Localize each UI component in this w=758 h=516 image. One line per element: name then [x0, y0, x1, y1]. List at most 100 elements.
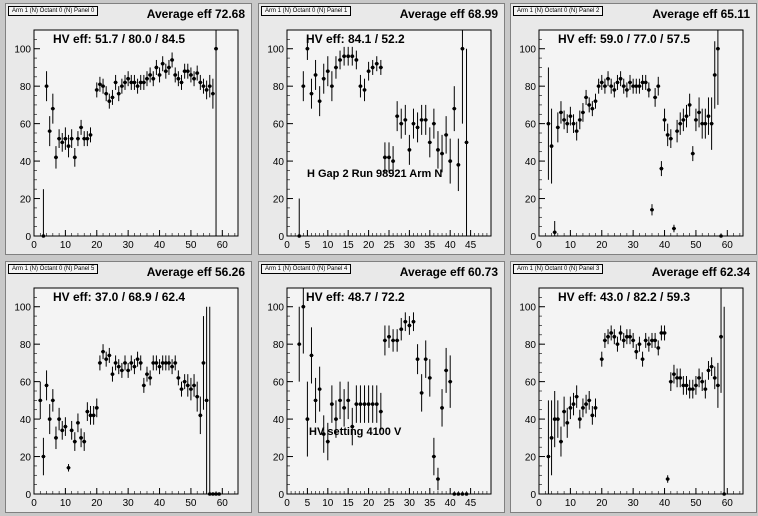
- data-point: [391, 338, 395, 343]
- data-point: [647, 88, 651, 92]
- data-point: [562, 118, 566, 122]
- data-point: [383, 338, 387, 343]
- data-point: [571, 402, 576, 406]
- data-point: [571, 121, 576, 126]
- data-point: [697, 110, 701, 115]
- data-point: [179, 387, 184, 391]
- y-tick-label: 100: [14, 303, 31, 314]
- data-point: [556, 417, 560, 421]
- data-point: [643, 338, 648, 343]
- y-tick-label: 0: [25, 232, 31, 243]
- data-point: [354, 402, 359, 406]
- data-point: [411, 121, 416, 126]
- x-tick-label: 50: [690, 240, 702, 251]
- average-eff-label: Average eff 60.73: [399, 265, 498, 279]
- x-tick-label: 30: [628, 240, 640, 251]
- data-point: [135, 357, 140, 361]
- data-point: [387, 334, 391, 339]
- data-point: [621, 84, 626, 88]
- x-tick-label: 25: [383, 240, 395, 251]
- x-tick-label: 15: [343, 498, 355, 509]
- x-tick-label: 35: [424, 240, 436, 251]
- data-point: [440, 406, 444, 410]
- data-point: [662, 331, 667, 335]
- data-point: [69, 428, 74, 433]
- data-point: [57, 136, 61, 141]
- hv-eff-label: HV eff: 51.7 / 80.0 / 84.5: [53, 32, 186, 46]
- data-point: [643, 80, 648, 85]
- data-point: [703, 121, 708, 126]
- data-point: [98, 361, 102, 365]
- data-point: [599, 80, 604, 85]
- data-point: [612, 88, 617, 92]
- x-tick-label: 40: [445, 240, 457, 251]
- data-point: [88, 133, 93, 137]
- data-point: [214, 46, 218, 51]
- data-point: [145, 76, 149, 81]
- data-point: [51, 398, 55, 403]
- data-point: [321, 76, 326, 81]
- x-tick-label: 20: [91, 240, 103, 251]
- data-point: [60, 140, 65, 145]
- data-point: [176, 76, 181, 81]
- y-tick-label: 60: [273, 120, 285, 131]
- data-point: [76, 421, 80, 425]
- data-point: [631, 338, 635, 343]
- data-point: [690, 151, 695, 156]
- data-point: [399, 327, 404, 331]
- data-point: [379, 409, 383, 414]
- y-tick-label: 20: [20, 453, 32, 464]
- data-point: [132, 80, 137, 85]
- x-tick-label: 10: [60, 498, 72, 509]
- y-tick-label: 40: [273, 415, 285, 426]
- data-point: [60, 428, 65, 433]
- x-tick-label: 20: [363, 240, 375, 251]
- data-point: [578, 118, 582, 122]
- data-point: [82, 136, 87, 141]
- data-point: [606, 76, 610, 81]
- y-tick-label: 60: [273, 378, 285, 389]
- data-point: [366, 69, 371, 73]
- data-point: [423, 118, 428, 122]
- x-tick-label: 50: [185, 498, 197, 509]
- y-tick-label: 0: [278, 232, 284, 243]
- data-point: [444, 133, 448, 137]
- data-point: [334, 65, 338, 70]
- data-point: [700, 379, 704, 384]
- x-tick-label: 0: [536, 240, 542, 251]
- data-point: [556, 125, 560, 130]
- data-point: [444, 368, 448, 373]
- data-point: [88, 413, 93, 418]
- data-point: [79, 125, 83, 130]
- data-point: [195, 394, 199, 399]
- data-point: [428, 376, 432, 380]
- average-eff-label: Average eff 65.11: [652, 7, 750, 21]
- data-point: [716, 46, 720, 51]
- data-point: [189, 387, 193, 391]
- data-point: [167, 65, 171, 70]
- data-point: [321, 432, 326, 436]
- average-eff-label: Average eff 56.26: [146, 265, 245, 279]
- y-tick-label: 100: [267, 45, 284, 56]
- y-tick-label: 60: [525, 120, 537, 131]
- data-point: [697, 376, 701, 380]
- data-point: [659, 331, 664, 335]
- data-point: [562, 409, 566, 414]
- data-point: [568, 114, 573, 118]
- data-point: [399, 121, 404, 126]
- y-tick-label: 0: [530, 232, 536, 243]
- data-point: [709, 121, 714, 126]
- x-tick-label: 30: [123, 498, 135, 509]
- data-point: [656, 346, 661, 350]
- data-point: [309, 91, 314, 96]
- efficiency-plot: 0 10 20 30 40 50 60 0 20 40 60 80 100: [519, 287, 744, 509]
- data-point: [374, 61, 379, 66]
- plot-annotation: HV setting 4100 V: [309, 426, 402, 438]
- y-tick-label: 20: [525, 195, 537, 206]
- data-point: [54, 436, 58, 440]
- data-point: [581, 110, 585, 115]
- average-eff-label: Average eff 62.34: [651, 265, 750, 279]
- data-point: [403, 118, 408, 122]
- pad-label: Arm 1 (N) Octant 0 (N) Panel 0: [8, 6, 99, 16]
- data-point: [647, 342, 651, 346]
